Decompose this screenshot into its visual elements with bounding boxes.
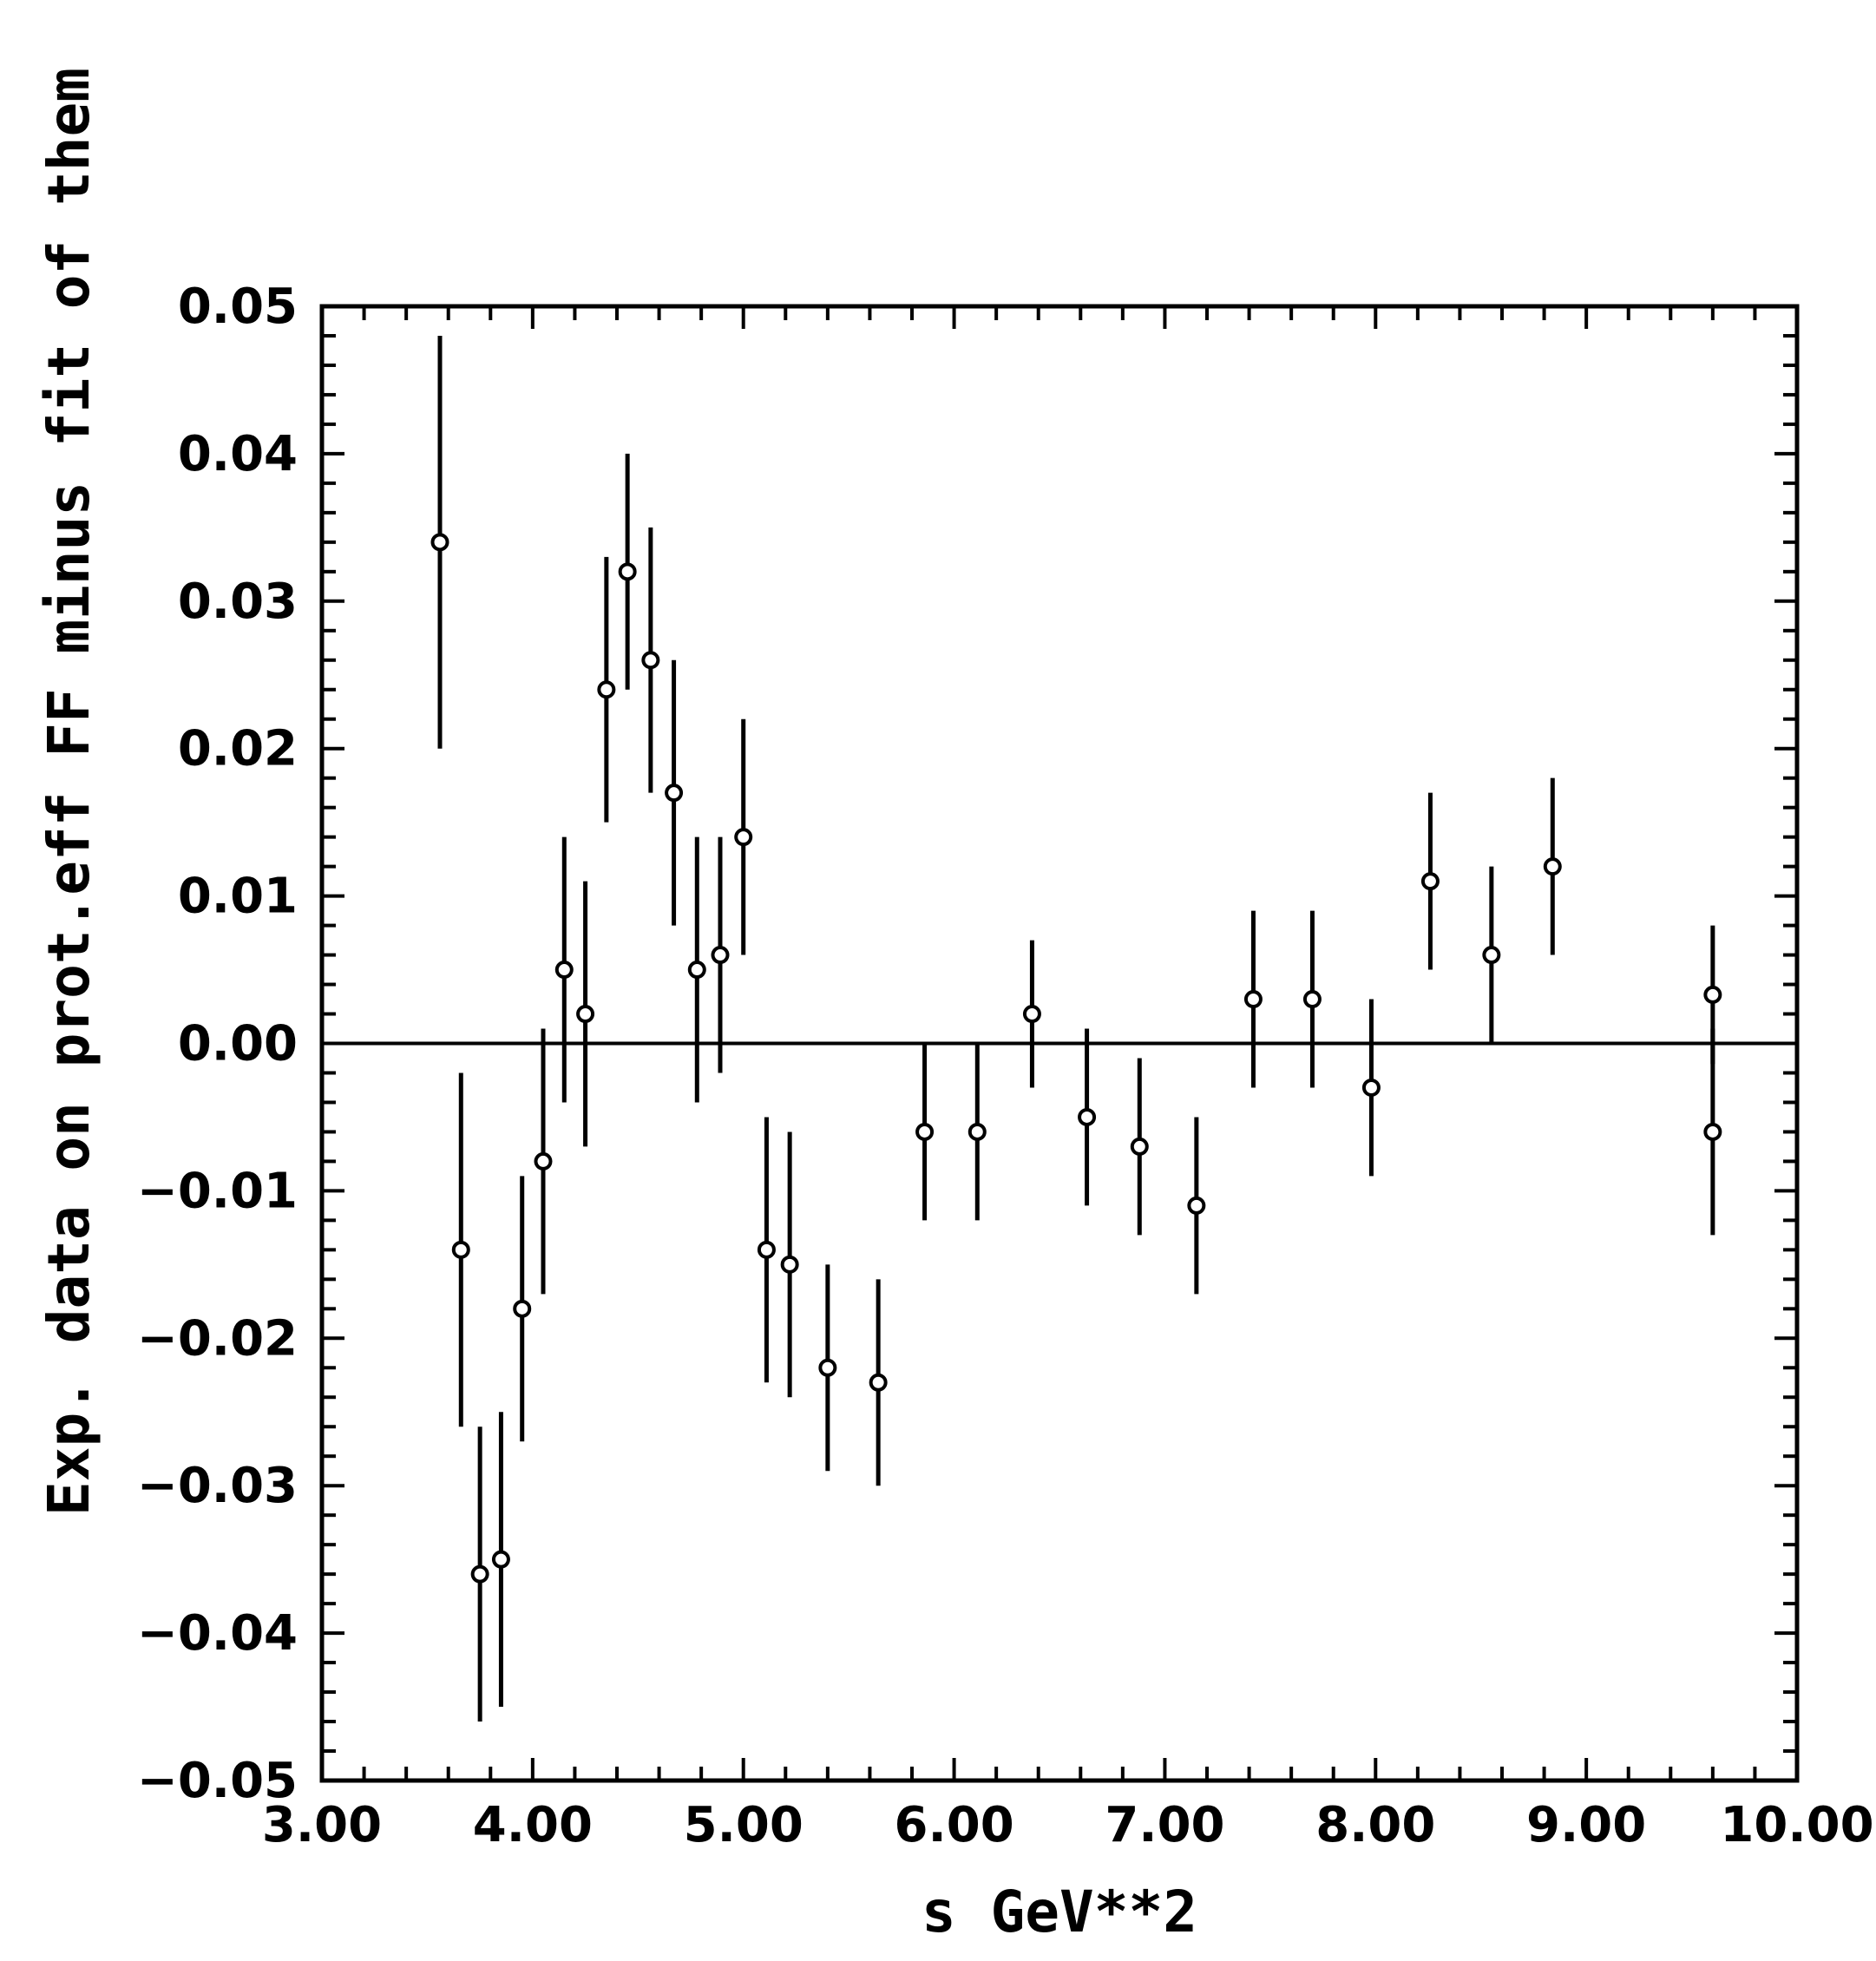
data-series [430,335,1722,1722]
data-point [1187,1196,1206,1215]
data-point [757,1240,776,1259]
data-point [1130,1137,1149,1156]
x-tick-label: 4.00 [473,1797,593,1853]
data-point [780,1255,799,1274]
data-point [470,1564,489,1584]
data-point [869,1373,888,1392]
x-tick-label: 5.00 [684,1797,804,1853]
data-point [641,651,660,670]
data-point [915,1122,935,1141]
y-tick-label: −0.03 [137,1458,298,1514]
y-axis-title: Exp. data on prot.eff FF minus fit of th… [36,68,102,1516]
data-point [968,1122,987,1141]
data-point [1078,1107,1097,1126]
x-tick-label: 9.00 [1526,1797,1646,1853]
data-point [1482,946,1501,965]
y-tick-label: 0.03 [178,574,298,630]
data-point [491,1550,510,1569]
x-tick-label: 6.00 [894,1797,1013,1853]
data-point [534,1151,553,1171]
x-tick-label: 3.00 [262,1797,382,1853]
data-point [665,784,684,803]
data-point [711,946,730,965]
data-point [1022,1005,1041,1024]
y-tick-label: −0.05 [137,1753,298,1809]
data-point [687,961,706,980]
data-point [1420,872,1440,891]
data-point [734,828,753,847]
data-point [818,1358,837,1377]
y-tick-label: −0.01 [137,1163,298,1219]
data-point [576,1005,595,1024]
x-tick-label: 8.00 [1315,1797,1435,1853]
data-point [430,533,449,552]
y-tick-label: 0.04 [178,426,298,482]
y-tick-label: 0.05 [178,279,298,335]
tick-labels: 3.00 4.00 5.00 6.00 7.00 8.00 9.00 10.00 0.05 0.0… [137,279,1874,1853]
data-point [618,562,637,581]
data-point [1703,985,1722,1004]
x-tick-label: 10.00 [1720,1797,1873,1853]
data-point [513,1299,532,1318]
y-tick-label: 0.02 [178,721,298,777]
data-point [451,1240,470,1259]
data-point [1703,1122,1722,1141]
x-axis-title: s GeV**2 [922,1879,1197,1945]
y-tick-label: −0.02 [137,1310,298,1367]
data-point [554,961,574,980]
data-point [1243,990,1263,1009]
data-point [597,680,616,699]
y-tick-label: 0.00 [178,1016,298,1072]
y-tick-label: 0.01 [178,869,298,925]
data-point [1543,857,1562,876]
data-point [1361,1078,1381,1097]
x-tick-label: 7.00 [1105,1797,1224,1853]
y-tick-label: −0.04 [137,1605,298,1662]
data-point [1302,990,1322,1009]
